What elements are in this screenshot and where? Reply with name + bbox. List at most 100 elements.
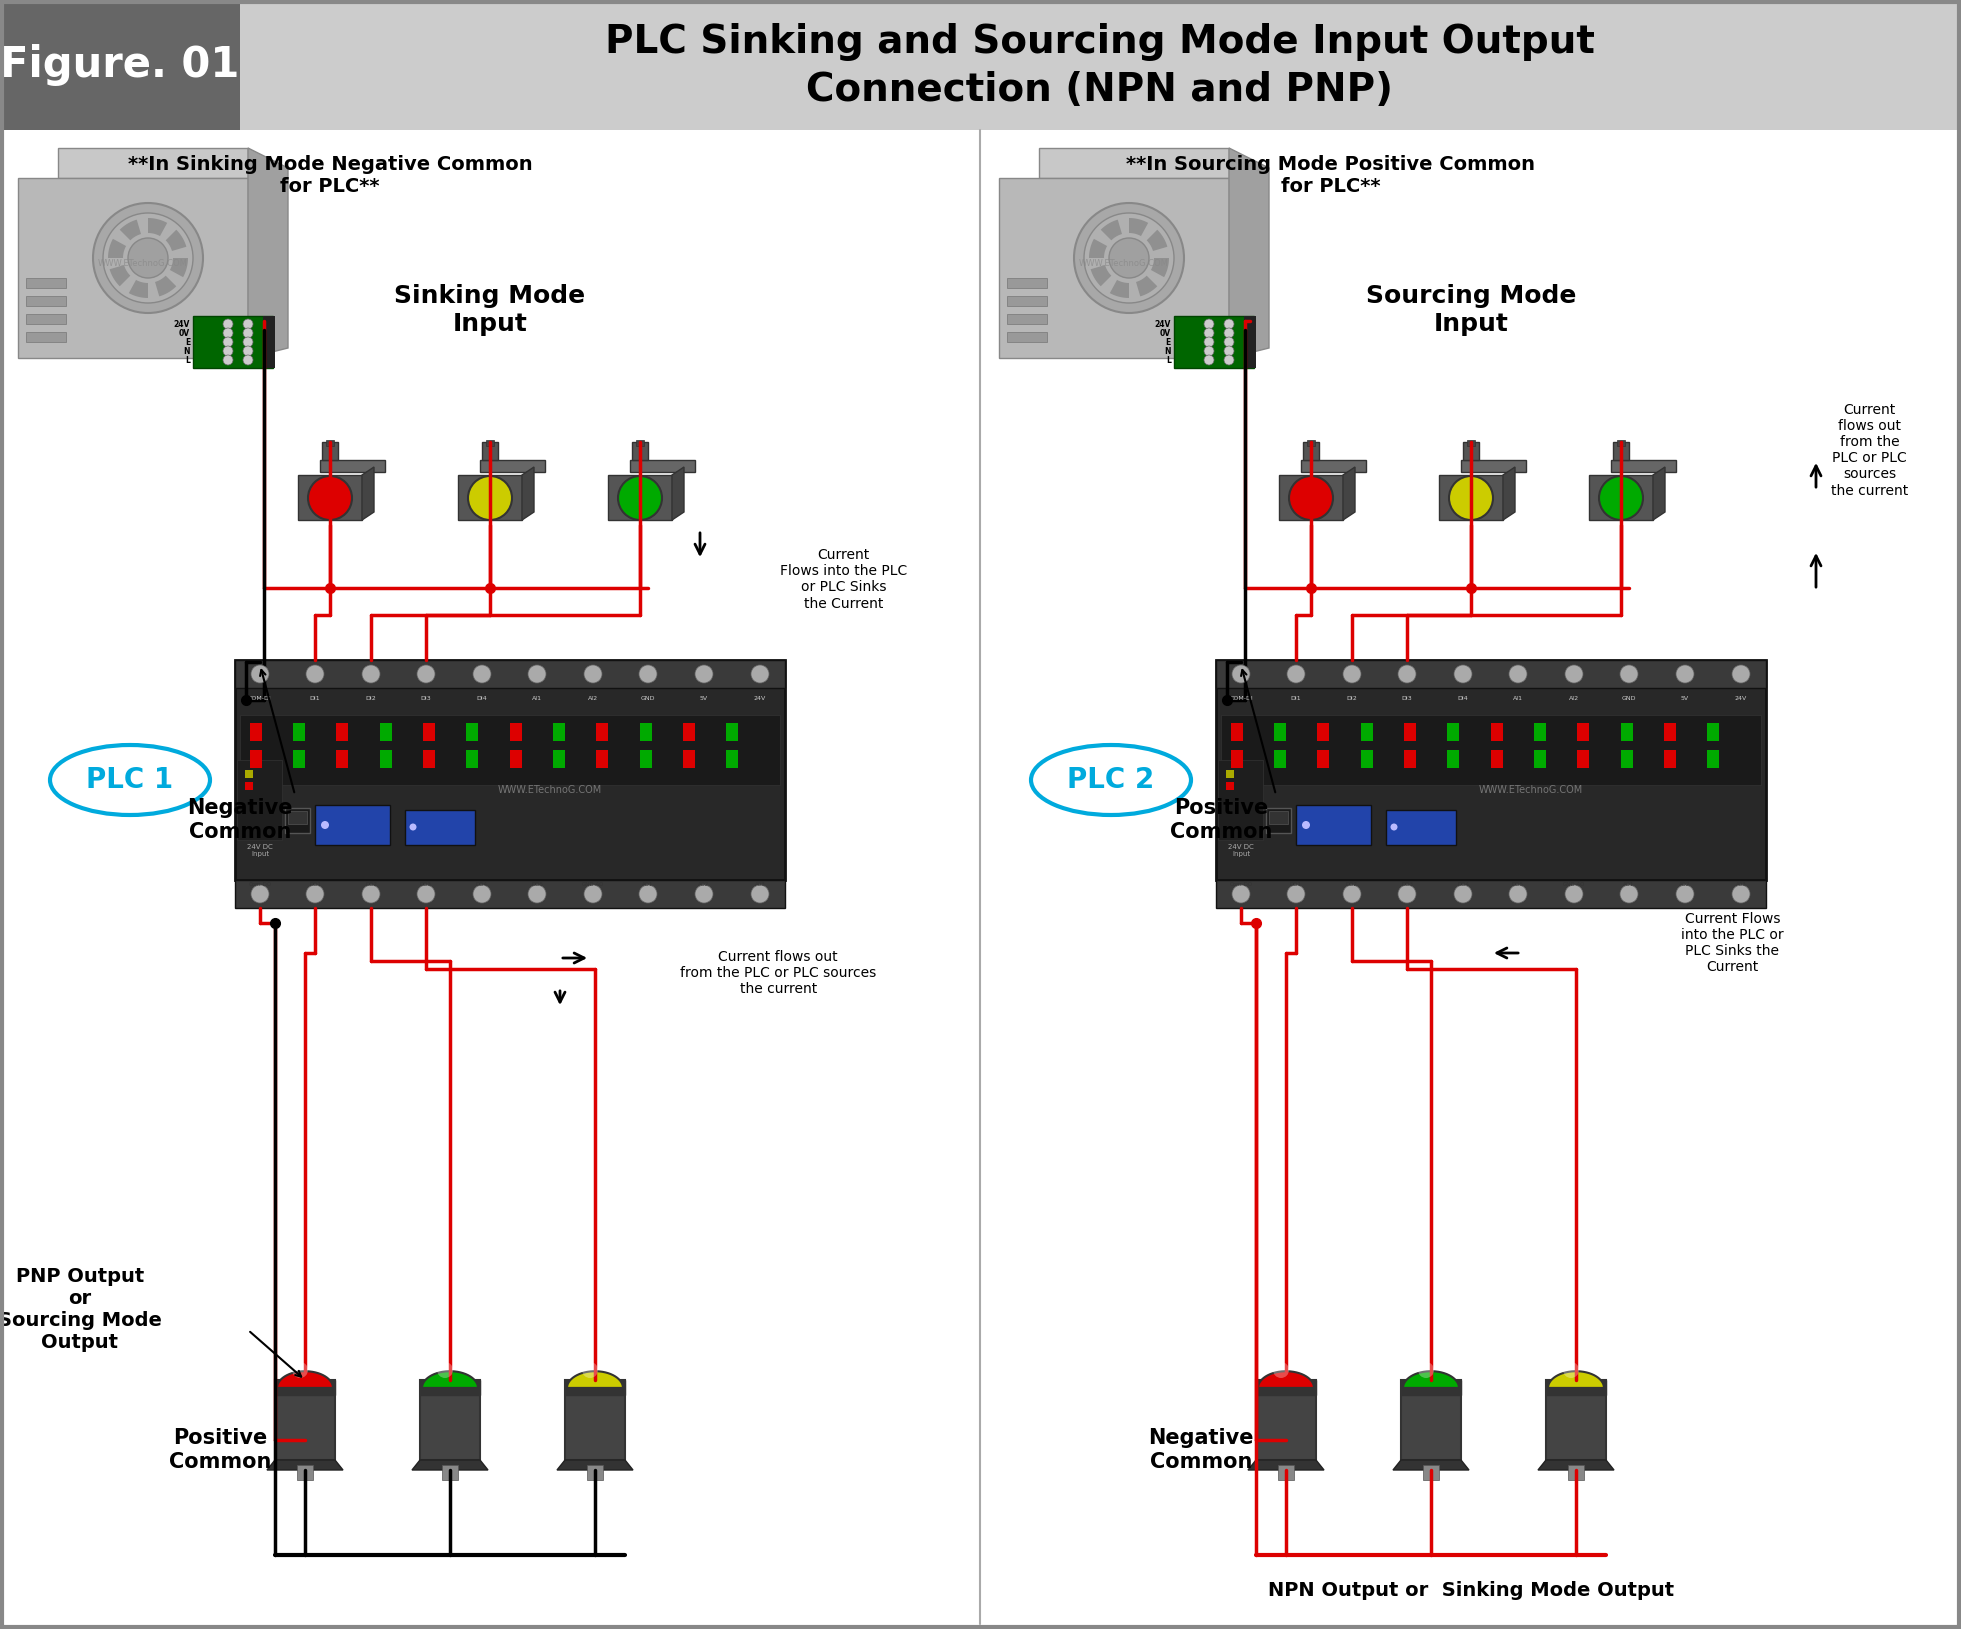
Circle shape: [92, 204, 204, 313]
Bar: [1175, 316, 1253, 368]
Circle shape: [1224, 319, 1233, 329]
Bar: [1306, 440, 1316, 446]
Circle shape: [1110, 238, 1149, 279]
Bar: [0, 0, 239, 130]
Circle shape: [1677, 665, 1694, 683]
Bar: [1577, 723, 1588, 741]
Circle shape: [1224, 337, 1233, 347]
Text: WWW.ETechnoG.COM: WWW.ETechnoG.COM: [1079, 259, 1169, 267]
Bar: [1302, 441, 1320, 459]
Circle shape: [127, 238, 169, 279]
Bar: [1569, 1464, 1584, 1481]
Circle shape: [1343, 665, 1361, 683]
Bar: [249, 723, 263, 741]
Text: AO1: AO1: [643, 881, 653, 888]
Text: **In Sourcing Mode Positive Common
for PLC**: **In Sourcing Mode Positive Common for P…: [1126, 155, 1535, 195]
Polygon shape: [1110, 280, 1130, 298]
Bar: [596, 749, 608, 767]
Bar: [0, 0, 1961, 130]
Circle shape: [639, 885, 657, 902]
Text: E: E: [184, 337, 190, 347]
Polygon shape: [1230, 148, 1269, 358]
Circle shape: [1453, 665, 1473, 683]
Polygon shape: [998, 178, 1230, 358]
Bar: [1618, 440, 1626, 446]
Text: DI3: DI3: [1402, 696, 1412, 700]
Bar: [245, 782, 253, 790]
Bar: [424, 723, 435, 741]
Text: E: E: [1165, 337, 1171, 347]
Bar: [1318, 723, 1330, 741]
Bar: [1008, 332, 1047, 342]
Bar: [1218, 761, 1263, 841]
Bar: [1400, 1380, 1461, 1394]
Bar: [1706, 749, 1720, 767]
Circle shape: [751, 665, 769, 683]
Bar: [1665, 749, 1677, 767]
Text: DI2: DI2: [1347, 696, 1357, 700]
Circle shape: [1602, 481, 1639, 516]
Bar: [682, 749, 694, 767]
Text: AO1: AO1: [1624, 881, 1635, 888]
Bar: [1008, 296, 1047, 306]
Bar: [1255, 1380, 1316, 1394]
Bar: [420, 1380, 480, 1460]
Bar: [192, 316, 273, 368]
Bar: [486, 440, 494, 446]
Circle shape: [1398, 885, 1416, 902]
Bar: [1361, 723, 1373, 741]
Polygon shape: [1343, 468, 1355, 520]
Bar: [406, 810, 475, 845]
Bar: [292, 723, 306, 741]
Polygon shape: [412, 1460, 488, 1469]
Text: AI1: AI1: [1514, 696, 1524, 700]
Bar: [239, 715, 780, 785]
Bar: [1577, 749, 1588, 767]
Bar: [380, 723, 392, 741]
Bar: [1296, 805, 1371, 845]
Circle shape: [1292, 481, 1330, 516]
Circle shape: [363, 885, 380, 902]
Circle shape: [1273, 1362, 1288, 1378]
Text: COM-DI: COM-DI: [1230, 696, 1253, 700]
Bar: [1490, 723, 1502, 741]
Text: PLC 1: PLC 1: [86, 766, 175, 793]
Text: DI3: DI3: [420, 696, 431, 700]
Text: DI1: DI1: [1290, 696, 1302, 700]
Circle shape: [251, 665, 269, 683]
Circle shape: [584, 665, 602, 683]
Circle shape: [1224, 345, 1233, 357]
Circle shape: [1204, 327, 1214, 337]
Bar: [1534, 723, 1545, 741]
Circle shape: [224, 355, 233, 365]
Circle shape: [473, 481, 508, 516]
Polygon shape: [129, 280, 147, 298]
Polygon shape: [567, 1372, 624, 1388]
Circle shape: [224, 319, 233, 329]
Polygon shape: [1300, 459, 1367, 472]
Polygon shape: [363, 468, 375, 520]
Bar: [553, 723, 565, 741]
Circle shape: [1204, 319, 1214, 329]
Circle shape: [418, 665, 435, 683]
Bar: [380, 749, 392, 767]
Bar: [631, 441, 647, 459]
Polygon shape: [1392, 1460, 1469, 1469]
Text: 24V DC
Input: 24V DC Input: [247, 844, 273, 857]
Text: PLC Sinking and Sourcing Mode Input Output: PLC Sinking and Sourcing Mode Input Outp…: [606, 23, 1594, 60]
Text: 24V: 24V: [1155, 319, 1171, 329]
Circle shape: [1398, 665, 1416, 683]
Circle shape: [1510, 665, 1528, 683]
Text: DO3: DO3: [1400, 881, 1414, 888]
Circle shape: [243, 355, 253, 365]
Ellipse shape: [1390, 824, 1398, 831]
Bar: [1267, 808, 1290, 832]
Circle shape: [1204, 355, 1214, 365]
Circle shape: [1510, 885, 1528, 902]
Circle shape: [363, 665, 380, 683]
Text: Current flows out
from the PLC or PLC sources
the current: Current flows out from the PLC or PLC so…: [680, 950, 877, 997]
Bar: [275, 1380, 335, 1394]
Text: AI1: AI1: [531, 696, 541, 700]
Polygon shape: [1461, 459, 1526, 472]
Bar: [1404, 723, 1416, 741]
